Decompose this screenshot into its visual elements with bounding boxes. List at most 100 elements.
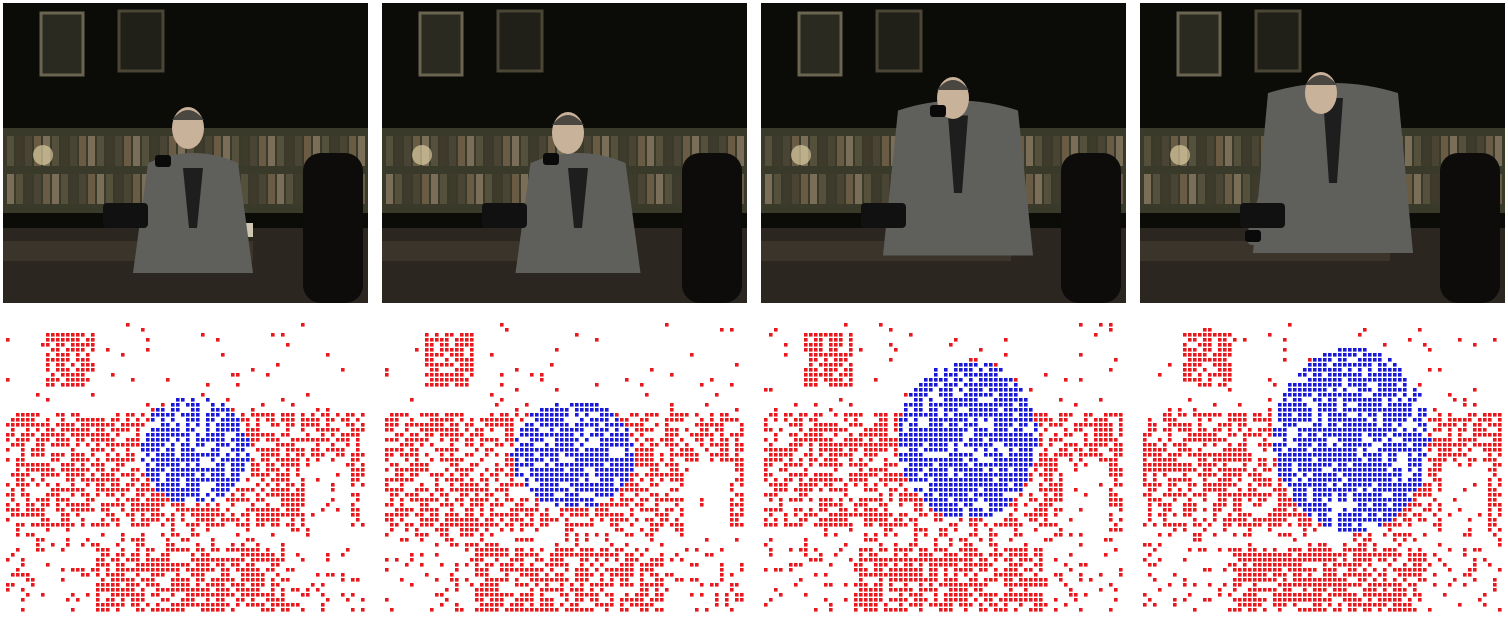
background-point (1119, 428, 1123, 432)
background-point (86, 343, 90, 347)
background-point (555, 548, 559, 552)
background-point (710, 458, 714, 462)
background-point (86, 493, 90, 497)
background-point (351, 493, 355, 497)
background-point (495, 608, 499, 612)
background-point (405, 523, 409, 527)
background-point (844, 493, 848, 497)
background-point (286, 473, 290, 477)
foreground-point (994, 433, 998, 437)
background-point (740, 473, 744, 477)
background-point (361, 413, 365, 417)
background-point (819, 338, 823, 342)
background-point (610, 598, 614, 602)
background-point (470, 543, 474, 547)
background-point (101, 603, 105, 607)
foreground-point (181, 398, 185, 402)
foreground-point (904, 468, 908, 472)
background-point (131, 453, 135, 457)
background-point (730, 488, 734, 492)
foreground-point (530, 443, 534, 447)
telephone-receiver (543, 153, 559, 165)
background-point (565, 578, 569, 582)
foreground-point (984, 453, 988, 457)
background-point (505, 523, 509, 527)
background-point (899, 483, 903, 487)
background-point (81, 543, 85, 547)
foreground-point (196, 433, 200, 437)
foreground-point (919, 433, 923, 437)
background-point (336, 473, 340, 477)
background-point (740, 598, 744, 602)
foreground-point (914, 398, 918, 402)
background-point (894, 413, 898, 417)
background-point (81, 433, 85, 437)
background-point (465, 368, 469, 372)
foreground-point (984, 363, 988, 367)
background-point (430, 513, 434, 517)
background-point (650, 478, 654, 482)
background-point (390, 518, 394, 522)
background-point (819, 353, 823, 357)
foreground-point (550, 413, 554, 417)
foreground-point (899, 418, 903, 422)
background-point (590, 573, 594, 577)
background-point (769, 443, 773, 447)
background-point (819, 508, 823, 512)
background-point (1109, 433, 1113, 437)
foreground-point (899, 433, 903, 437)
background-point (889, 473, 893, 477)
background-point (525, 553, 529, 557)
background-point (61, 358, 65, 362)
background-point (1039, 438, 1043, 442)
background-point (116, 558, 120, 562)
background-point (1014, 378, 1018, 382)
background-point (814, 358, 818, 362)
background-point (829, 348, 833, 352)
foreground-point (1009, 443, 1013, 447)
foreground-point (550, 473, 554, 477)
background-point (301, 423, 305, 427)
foreground-point (535, 418, 539, 422)
background-point (854, 503, 858, 507)
background-point (685, 453, 689, 457)
background-point (974, 523, 978, 527)
background-point (834, 338, 838, 342)
background-point (625, 503, 629, 507)
background-point (769, 483, 773, 487)
foreground-point (231, 468, 235, 472)
foreground-point (590, 408, 594, 412)
background-point (1114, 483, 1118, 487)
foreground-point (1004, 468, 1008, 472)
foreground-point (525, 463, 529, 467)
background-point (321, 583, 325, 587)
background-point (196, 558, 200, 562)
foreground-point (600, 458, 604, 462)
background-point (256, 473, 260, 477)
background-point (81, 358, 85, 362)
background-point (839, 508, 843, 512)
background-point (126, 483, 130, 487)
background-point (261, 433, 265, 437)
background-point (460, 528, 464, 532)
background-point (221, 593, 225, 597)
background-point (510, 608, 514, 612)
background-point (16, 508, 20, 512)
background-point (555, 348, 559, 352)
background-point (575, 533, 579, 537)
background-point (889, 478, 893, 482)
foreground-point (949, 508, 953, 512)
background-point (680, 478, 684, 482)
background-point (111, 438, 115, 442)
foreground-point (1019, 388, 1023, 392)
foreground-point (176, 423, 180, 427)
background-point (116, 468, 120, 472)
background-point (221, 583, 225, 587)
foreground-point (565, 413, 569, 417)
background-point (121, 538, 125, 542)
background-point (385, 533, 389, 537)
background-point (465, 563, 469, 567)
foreground-point (166, 463, 170, 467)
background-point (635, 518, 639, 522)
background-point (430, 338, 434, 342)
